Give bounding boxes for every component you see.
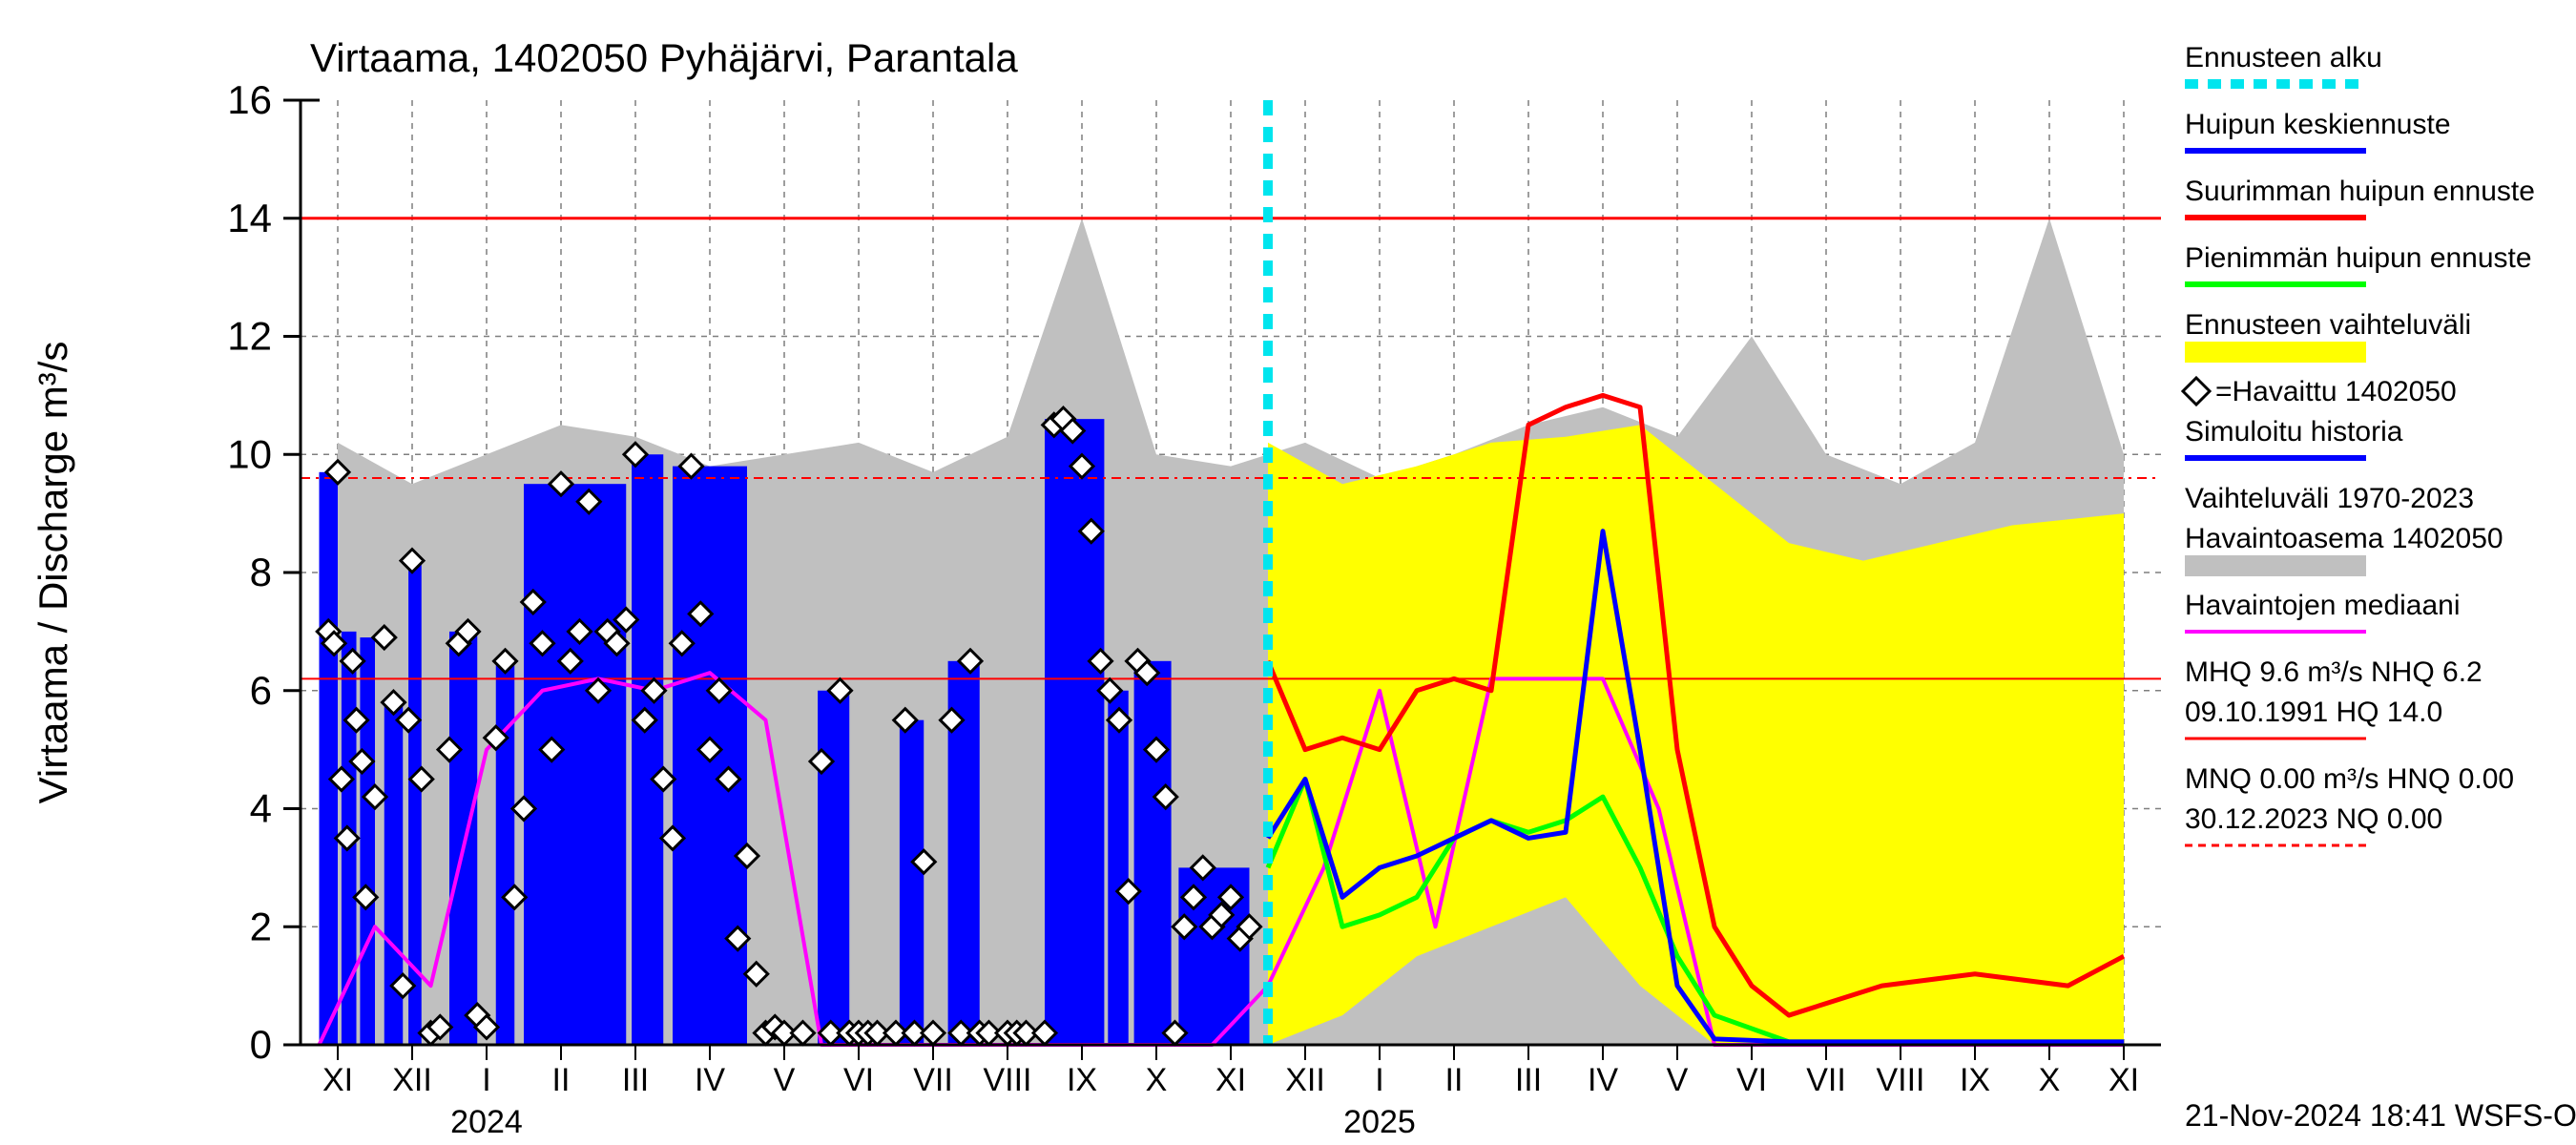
x-month-label: V bbox=[774, 1062, 796, 1098]
y-tick-label: 10 bbox=[227, 431, 272, 476]
x-month-label: X bbox=[1146, 1062, 1168, 1098]
legend-marker-icon bbox=[2183, 378, 2210, 405]
simulated-bar bbox=[632, 454, 663, 1045]
simulated-bar bbox=[1108, 691, 1128, 1045]
legend-label: 09.10.1991 HQ 14.0 bbox=[2185, 697, 2442, 728]
legend-label: MNQ 0.00 m³/s HNQ 0.00 bbox=[2185, 763, 2514, 795]
x-month-label: VI bbox=[843, 1062, 874, 1098]
x-month-label: I bbox=[482, 1062, 490, 1098]
x-month-label: V bbox=[1667, 1062, 1689, 1098]
x-month-label: VIII bbox=[983, 1062, 1031, 1098]
legend-label: MHQ 9.6 m³/s NHQ 6.2 bbox=[2185, 656, 2483, 688]
x-month-label: VII bbox=[913, 1062, 953, 1098]
y-tick-label: 0 bbox=[250, 1022, 272, 1067]
legend-label: Havaintoasema 1402050 bbox=[2185, 523, 2503, 554]
x-month-label: VI bbox=[1736, 1062, 1767, 1098]
x-month-label: I bbox=[1375, 1062, 1383, 1098]
x-month-label: XII bbox=[392, 1062, 432, 1098]
y-tick-label: 16 bbox=[227, 77, 272, 122]
x-month-label: XI bbox=[2109, 1062, 2139, 1098]
footer-timestamp: 21-Nov-2024 18:41 WSFS-O bbox=[2185, 1098, 2576, 1133]
legend-band-swatch bbox=[2185, 555, 2366, 576]
x-month-label: II bbox=[1445, 1062, 1464, 1098]
x-month-label: XI bbox=[1215, 1062, 1246, 1098]
y-tick-label: 14 bbox=[227, 196, 272, 240]
simulated-bar bbox=[524, 484, 626, 1045]
x-month-label: IV bbox=[1588, 1062, 1618, 1098]
simulated-bar bbox=[1134, 661, 1172, 1045]
x-month-label: IV bbox=[695, 1062, 725, 1098]
simulated-bar bbox=[320, 472, 339, 1045]
x-month-label: IX bbox=[1067, 1062, 1097, 1098]
x-year-label: 2025 bbox=[1343, 1104, 1416, 1140]
y-tick-label: 6 bbox=[250, 668, 272, 713]
simulated-bar bbox=[449, 632, 477, 1045]
legend-label: =Havaittu 1402050 bbox=[2215, 376, 2457, 407]
legend-label: Vaihteluväli 1970-2023 bbox=[2185, 483, 2474, 514]
x-month-label: XI bbox=[322, 1062, 353, 1098]
simulated-bar bbox=[818, 691, 849, 1045]
legend-label: Pienimmän huipun ennuste bbox=[2185, 242, 2532, 274]
x-month-label: VIII bbox=[1876, 1062, 1924, 1098]
x-month-label: III bbox=[622, 1062, 649, 1098]
chart-svg: 0246810121416XIXIIIIIIIIIVVVIVIIVIIIIXXX… bbox=[0, 0, 2576, 1145]
y-axis-label: Virtaama / Discharge m³/s bbox=[31, 342, 75, 804]
legend-label: Huipun keskiennuste bbox=[2185, 109, 2451, 140]
chart-container: 0246810121416XIXIIIIIIIIIVVVIVIIVIIIIXXX… bbox=[0, 0, 2576, 1145]
x-month-label: II bbox=[552, 1062, 571, 1098]
legend-label: Ennusteen alku bbox=[2185, 42, 2382, 73]
legend-label: 30.12.2023 NQ 0.00 bbox=[2185, 803, 2442, 835]
y-tick-label: 8 bbox=[250, 550, 272, 594]
x-month-label: XII bbox=[1285, 1062, 1325, 1098]
y-tick-label: 4 bbox=[250, 786, 272, 831]
x-year-label: 2024 bbox=[450, 1104, 523, 1140]
legend-label: Suurimman huipun ennuste bbox=[2185, 176, 2535, 207]
legend-label: Havaintojen mediaani bbox=[2185, 590, 2461, 621]
y-tick-label: 2 bbox=[250, 904, 272, 948]
simulated-bar bbox=[900, 720, 924, 1045]
chart-title: Virtaama, 1402050 Pyhäjärvi, Parantala bbox=[310, 35, 1018, 80]
legend-band-swatch bbox=[2185, 342, 2366, 363]
x-month-label: X bbox=[2039, 1062, 2061, 1098]
simulated-bar bbox=[1045, 419, 1104, 1045]
x-month-label: IX bbox=[1960, 1062, 1990, 1098]
legend-label: Simuloitu historia bbox=[2185, 416, 2403, 448]
x-month-label: VII bbox=[1806, 1062, 1846, 1098]
simulated-bar bbox=[360, 637, 375, 1045]
legend-label: Ennusteen vaihteluväli bbox=[2185, 309, 2471, 341]
simulated-bar bbox=[496, 661, 515, 1045]
y-tick-label: 12 bbox=[227, 314, 272, 359]
x-month-label: III bbox=[1515, 1062, 1542, 1098]
